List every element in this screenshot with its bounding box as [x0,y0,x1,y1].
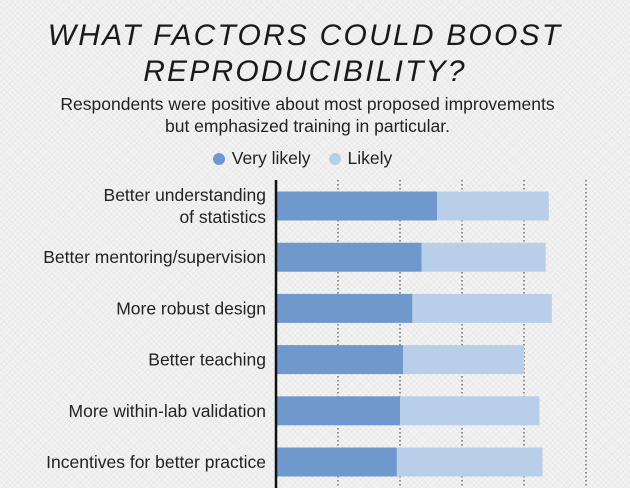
bar-very-likely-4 [276,396,400,426]
legend-swatch-likely [328,152,341,165]
chart-title: WHAT FACTORS COULD BOOST REPRODUCIBILITY… [47,19,563,88]
category-label-5: Incentives for better practice [46,452,266,472]
bar-likely-5 [396,447,543,477]
bar-likely-0 [437,191,549,221]
category-label-4-line-0: More within-lab validation [69,401,266,421]
bar-very-likely-0 [276,191,438,221]
grid-lines [337,180,587,488]
category-label-3-line-0: Better teaching [148,350,266,370]
category-label-2: More robust design [116,298,266,318]
legend-swatch-very-likely [212,152,225,165]
bar-likely-4 [400,396,540,426]
bar-very-likely-5 [276,447,397,477]
category-label-4: More within-lab validation [69,401,266,421]
category-label-0-line-1: of statistics [179,207,266,227]
legend-label-likely: Likely [347,148,393,168]
category-label-0: Better understanding of statistics [104,185,267,227]
category-label-1-line-0: Better mentoring/supervision [43,247,266,267]
legend-item-likely: Likely [328,148,393,169]
category-label-2-line-0: More robust design [116,298,266,318]
category-label-1: Better mentoring/supervision [43,247,266,267]
bar-very-likely-3 [276,345,404,375]
bars [276,191,552,477]
category-label-0-line-0: Better understanding [104,185,266,205]
bar-likely-1 [421,242,546,272]
bar-very-likely-2 [276,293,413,323]
chart-subtitle: Respondents were positive about most pro… [60,94,555,136]
category-labels: Better understanding of statisticsBetter … [43,185,266,472]
category-label-3: Better teaching [148,350,266,370]
category-label-5-line-0: Incentives for better practice [46,452,266,472]
bar-likely-2 [412,293,552,323]
bar-likely-3 [403,345,524,375]
legend-item-very-likely: Very likely [212,148,311,169]
chart-legend: Very likely Likely [0,148,605,169]
bar-very-likely-1 [276,242,422,272]
legend-label-very-likely: Very likely [231,148,311,168]
